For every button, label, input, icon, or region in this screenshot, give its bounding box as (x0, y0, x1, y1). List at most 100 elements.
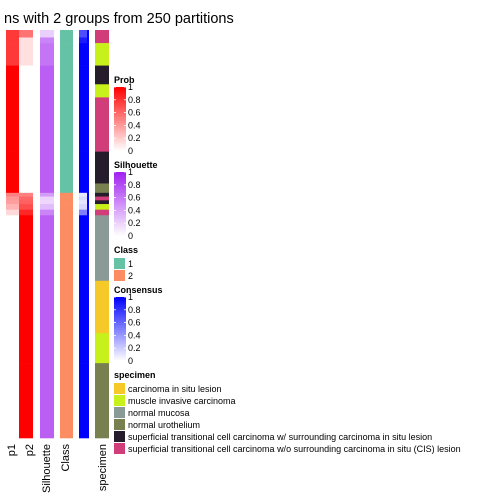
heatmap-cell (40, 151, 54, 184)
legend-item-label: normal mucosa (128, 408, 190, 418)
legend-colorbar (114, 172, 126, 236)
heatmap-cell (95, 204, 109, 210)
legend-tick-label: 0.8 (128, 305, 141, 315)
heatmap-cell (19, 215, 33, 229)
heatmap-cell (40, 30, 54, 38)
heatmap-cell (60, 204, 73, 210)
heatmap-cell (40, 363, 54, 439)
heatmap-cell (95, 30, 109, 38)
legend-tick-label: 0.6 (128, 318, 141, 328)
legend-swatch (114, 443, 125, 454)
legend-title: specimen (114, 370, 156, 380)
heatmap-cell (79, 97, 89, 152)
legend-item-label: superficial transitional cell carcinoma … (128, 432, 432, 442)
heatmap-cell (79, 215, 89, 229)
heatmap-cell (19, 37, 33, 44)
heatmap-cell (95, 65, 109, 85)
heatmap-cell (60, 183, 73, 194)
legend-swatch (114, 270, 125, 281)
heatmap-cell (19, 204, 33, 210)
heatmap-cell (95, 333, 109, 364)
heatmap-cell (79, 196, 89, 201)
column-label: Class (60, 444, 72, 472)
heatmap-cell (19, 196, 33, 201)
heatmap-cell (60, 280, 73, 334)
heatmap-cell (19, 84, 33, 98)
legend-item-label: normal urothelium (128, 420, 200, 430)
heatmap-cell (60, 65, 73, 85)
heatmap-cell (19, 97, 33, 152)
heatmap-cell (6, 192, 19, 197)
heatmap-cell (95, 97, 109, 152)
legend-swatch (114, 419, 125, 430)
legend-tick-label: 0.6 (128, 108, 141, 118)
heatmap-column-class (60, 30, 73, 439)
legend-tick-label: 0.6 (128, 193, 141, 203)
heatmap-cell (40, 204, 54, 210)
heatmap-cell (19, 183, 33, 194)
heatmap-cell (6, 215, 19, 229)
heatmap-cell (79, 151, 89, 184)
heatmap-cell (95, 151, 109, 184)
heatmap-cell (6, 37, 19, 44)
heatmap-cell (19, 363, 33, 439)
heatmap-cell (60, 215, 73, 229)
heatmap-cell (6, 204, 19, 210)
legend-tick-label: 1 (128, 82, 133, 92)
legend-item-label: 1 (128, 259, 133, 269)
heatmap-cell (60, 228, 73, 282)
heatmap-cell (79, 183, 89, 194)
legend-item-label: 2 (128, 271, 133, 281)
heatmap-cell (60, 200, 73, 205)
heatmap-cell (79, 204, 89, 210)
legend-swatch (114, 407, 125, 418)
heatmap-cell (19, 200, 33, 205)
heatmap-cell (40, 228, 54, 282)
heatmap-column-consensus (79, 30, 89, 439)
heatmap-cell (6, 65, 19, 85)
heatmap-cell (19, 151, 33, 184)
heatmap-cell (60, 151, 73, 184)
legend-specimen: specimen carcinoma in situ lesion muscle i… (114, 370, 461, 454)
legend-swatch (114, 431, 125, 442)
heatmap-cell (79, 228, 89, 282)
heatmap-cell (79, 65, 89, 85)
heatmap-cell (40, 200, 54, 205)
heatmap-cell (40, 333, 54, 364)
heatmap-cell (95, 228, 109, 282)
column-label: p2 (24, 444, 36, 456)
heatmap-cell (79, 192, 89, 197)
heatmap-cell (79, 333, 89, 364)
legend-title: Consensus (114, 285, 163, 295)
heatmap-cell (79, 43, 89, 66)
heatmap-cell (60, 192, 73, 197)
legend-tick-label: 0.8 (128, 95, 141, 105)
legend-title: Prob (114, 75, 135, 85)
heatmap-cell (79, 30, 89, 38)
heatmap-cell (19, 30, 33, 38)
heatmap-cell (6, 209, 19, 216)
heatmap-cell (40, 192, 54, 197)
legend-tick-label: 0 (128, 356, 133, 366)
legend-title: Class (114, 245, 138, 255)
heatmap-cell (6, 200, 19, 205)
heatmap-cell (60, 37, 73, 44)
heatmap-cell (95, 84, 109, 98)
heatmap-cell (60, 209, 73, 216)
heatmap-cell (40, 97, 54, 152)
heatmap-cell (19, 43, 33, 66)
legend-swatch (114, 383, 125, 394)
heatmap-cell (6, 183, 19, 194)
heatmap-cell (95, 363, 109, 439)
heatmap-cell (19, 280, 33, 334)
heatmap-column-p2 (19, 30, 33, 439)
heatmap-cell (40, 37, 54, 44)
heatmap-cell (6, 280, 19, 334)
heatmap-cell (60, 333, 73, 364)
legend-tick-label: 0.2 (128, 133, 141, 143)
legend-tick-label: 0.2 (128, 218, 141, 228)
heatmap-cell (40, 215, 54, 229)
